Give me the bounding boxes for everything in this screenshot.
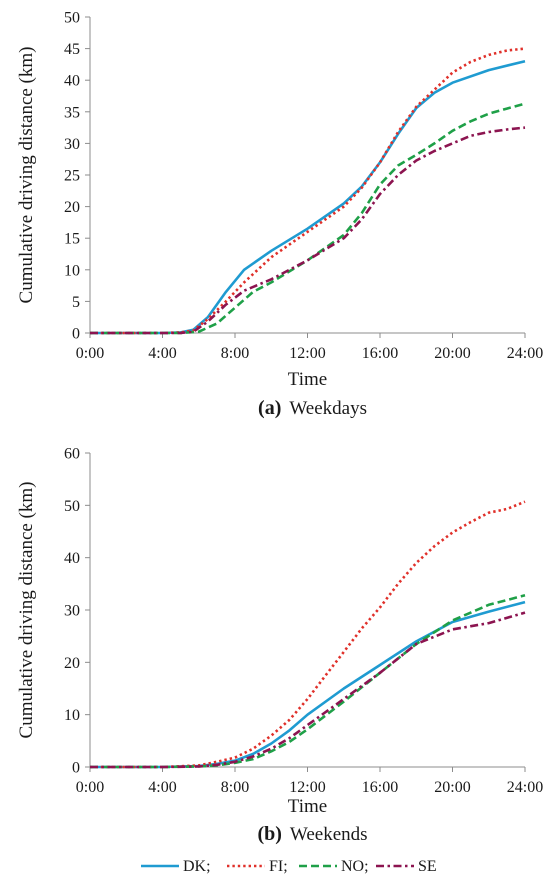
y-tick-label: 40 [64,73,80,90]
x-tick-label: 20:00 [434,779,470,796]
legend-label-no: NO; [341,858,369,875]
x-tick-label: 24:00 [507,345,543,362]
chart-caption: (b) Weekends [257,823,367,845]
y-tick-label: 45 [64,41,80,58]
series-line-no [90,102,526,335]
x-tick-label: 0:00 [76,345,104,362]
series-line-se [90,126,526,335]
x-tick-label: 16:00 [362,779,398,796]
y-tick-label: 5 [72,294,80,311]
y-tick-label: 30 [64,603,80,620]
chart-caption: (a) Weekdays [258,397,367,419]
y-tick-label: 35 [64,104,80,121]
x-tick-label: 24:00 [507,779,543,796]
y-tick-label: 30 [64,136,80,153]
series-line-se [90,611,526,769]
y-tick-label: 10 [64,262,80,279]
x-tick-label: 8:00 [221,779,249,796]
x-tick-label: 0:00 [76,779,104,796]
weekends-chart: 0 10 20 30 40 50 60 0:00 4:00 8:00 12:00 16:00 20:00… [16,446,543,846]
caption-letter: (a) [258,397,281,419]
caption-letter: (b) [257,823,281,845]
caption-text: Weekdays [289,398,367,419]
x-axis-label: Time [288,369,327,390]
weekdays-chart: 0 5 10 15 20 25 30 35 40 45 50 0:00 4:00 8:00 12:00 16:… [16,10,543,420]
legend-label-dk: DK; [183,858,211,875]
y-tick-label: 50 [64,10,80,27]
series-line-no [90,594,526,769]
legend-label-fi: FI; [269,858,288,875]
x-tick-label: 16:00 [362,345,398,362]
y-tick-label: 0 [72,760,80,777]
y-tick-label: 50 [64,498,80,515]
legend: DK; FI; NO; SE [141,858,437,875]
x-axis-label: Time [288,796,327,817]
y-tick-label: 0 [72,326,80,343]
x-tick-label: 12:00 [289,779,325,796]
y-tick-label: 10 [64,707,80,724]
caption-text: Weekends [290,824,368,845]
y-axis-label: Cumulative driving distance (km) [16,47,37,304]
x-tick-label: 4:00 [148,779,176,796]
series-line-fi [90,47,526,335]
series-line-fi [90,500,526,769]
y-tick-label: 20 [64,199,80,216]
y-tick-label: 40 [64,550,80,567]
legend-label-se: SE [418,858,437,875]
y-tick-label: 20 [64,655,80,672]
x-tick-label: 8:00 [221,345,249,362]
y-tick-label: 15 [64,231,80,248]
x-tick-label: 4:00 [148,345,176,362]
x-tick-label: 20:00 [434,345,470,362]
x-tick-label: 12:00 [289,345,325,362]
series-line-dk [90,59,526,335]
y-axis-label: Cumulative driving distance (km) [16,482,37,739]
y-tick-label: 60 [64,446,80,463]
y-tick-label: 25 [64,168,80,185]
